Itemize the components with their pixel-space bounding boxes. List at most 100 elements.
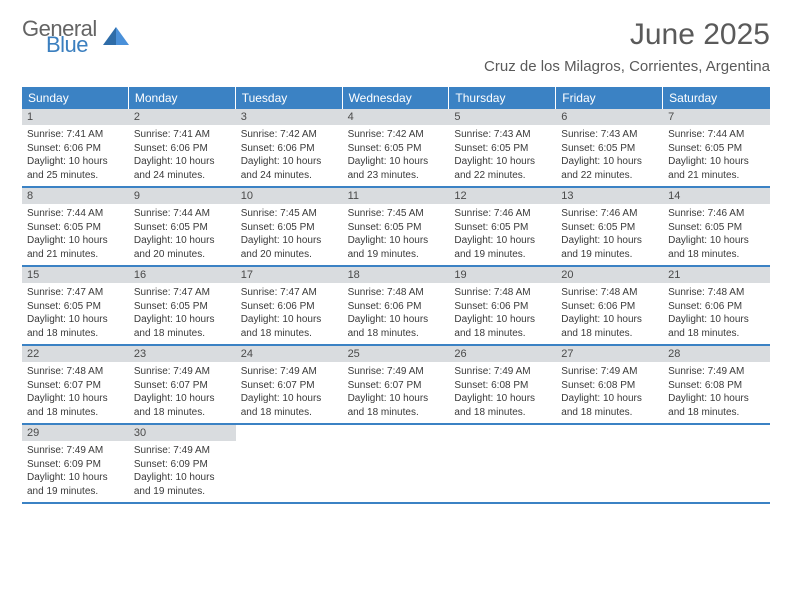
sunset-line: Sunset: 6:05 PM (668, 221, 765, 235)
sunset-line: Sunset: 6:07 PM (134, 379, 231, 393)
sunrise-line: Sunrise: 7:49 AM (134, 365, 231, 379)
day-details: Sunrise: 7:46 AMSunset: 6:05 PMDaylight:… (663, 204, 770, 265)
day-details: Sunrise: 7:41 AMSunset: 6:06 PMDaylight:… (22, 125, 129, 186)
day-number: 8 (22, 188, 129, 204)
daylight-line: Daylight: 10 hours and 18 minutes. (27, 392, 124, 419)
sunrise-line: Sunrise: 7:49 AM (348, 365, 445, 379)
sunset-line: Sunset: 6:08 PM (668, 379, 765, 393)
sunrise-line: Sunrise: 7:43 AM (561, 128, 658, 142)
day-number: 25 (343, 346, 450, 362)
weeks-container: 1Sunrise: 7:41 AMSunset: 6:06 PMDaylight… (22, 109, 770, 504)
day-details: Sunrise: 7:49 AMSunset: 6:08 PMDaylight:… (449, 362, 556, 423)
sunrise-line: Sunrise: 7:44 AM (134, 207, 231, 221)
sunset-line: Sunset: 6:07 PM (241, 379, 338, 393)
day-number: 14 (663, 188, 770, 204)
daylight-line: Daylight: 10 hours and 18 minutes. (561, 313, 658, 340)
sunrise-line: Sunrise: 7:43 AM (454, 128, 551, 142)
day-details: Sunrise: 7:46 AMSunset: 6:05 PMDaylight:… (449, 204, 556, 265)
sunset-line: Sunset: 6:06 PM (241, 300, 338, 314)
sunset-line: Sunset: 6:05 PM (561, 142, 658, 156)
day-details: Sunrise: 7:49 AMSunset: 6:08 PMDaylight:… (663, 362, 770, 423)
day-number: 19 (449, 267, 556, 283)
page-title: June 2025 (484, 18, 770, 52)
sunrise-line: Sunrise: 7:49 AM (454, 365, 551, 379)
logo: General Blue (22, 18, 129, 56)
dow-header-cell: Tuesday (236, 87, 343, 109)
day-number: 2 (129, 109, 236, 125)
day-cell: 10Sunrise: 7:45 AMSunset: 6:05 PMDayligh… (236, 188, 343, 265)
daylight-line: Daylight: 10 hours and 19 minutes. (134, 471, 231, 498)
daylight-line: Daylight: 10 hours and 20 minutes. (134, 234, 231, 261)
day-details: Sunrise: 7:45 AMSunset: 6:05 PMDaylight:… (343, 204, 450, 265)
logo-word-blue: Blue (46, 34, 97, 56)
sunset-line: Sunset: 6:08 PM (561, 379, 658, 393)
day-details: Sunrise: 7:49 AMSunset: 6:07 PMDaylight:… (343, 362, 450, 423)
day-number: 26 (449, 346, 556, 362)
sunset-line: Sunset: 6:05 PM (27, 221, 124, 235)
empty-day-cell (449, 425, 556, 502)
day-cell: 20Sunrise: 7:48 AMSunset: 6:06 PMDayligh… (556, 267, 663, 344)
week-row: 15Sunrise: 7:47 AMSunset: 6:05 PMDayligh… (22, 267, 770, 346)
day-details: Sunrise: 7:47 AMSunset: 6:05 PMDaylight:… (129, 283, 236, 344)
daylight-line: Daylight: 10 hours and 21 minutes. (27, 234, 124, 261)
day-details: Sunrise: 7:48 AMSunset: 6:06 PMDaylight:… (663, 283, 770, 344)
sunrise-line: Sunrise: 7:49 AM (241, 365, 338, 379)
daylight-line: Daylight: 10 hours and 19 minutes. (454, 234, 551, 261)
day-cell: 8Sunrise: 7:44 AMSunset: 6:05 PMDaylight… (22, 188, 129, 265)
day-number: 1 (22, 109, 129, 125)
day-cell: 25Sunrise: 7:49 AMSunset: 6:07 PMDayligh… (343, 346, 450, 423)
day-number: 20 (556, 267, 663, 283)
day-cell: 28Sunrise: 7:49 AMSunset: 6:08 PMDayligh… (663, 346, 770, 423)
sunset-line: Sunset: 6:05 PM (27, 300, 124, 314)
daylight-line: Daylight: 10 hours and 23 minutes. (348, 155, 445, 182)
day-number: 16 (129, 267, 236, 283)
dow-header-cell: Thursday (449, 87, 556, 109)
week-row: 29Sunrise: 7:49 AMSunset: 6:09 PMDayligh… (22, 425, 770, 504)
day-cell: 29Sunrise: 7:49 AMSunset: 6:09 PMDayligh… (22, 425, 129, 502)
empty-day-cell (663, 425, 770, 502)
day-details: Sunrise: 7:42 AMSunset: 6:06 PMDaylight:… (236, 125, 343, 186)
empty-day-cell (343, 425, 450, 502)
daylight-line: Daylight: 10 hours and 19 minutes. (561, 234, 658, 261)
day-details: Sunrise: 7:43 AMSunset: 6:05 PMDaylight:… (556, 125, 663, 186)
day-details: Sunrise: 7:49 AMSunset: 6:07 PMDaylight:… (129, 362, 236, 423)
day-details: Sunrise: 7:48 AMSunset: 6:07 PMDaylight:… (22, 362, 129, 423)
day-details: Sunrise: 7:49 AMSunset: 6:09 PMDaylight:… (129, 441, 236, 502)
sunset-line: Sunset: 6:05 PM (454, 142, 551, 156)
daylight-line: Daylight: 10 hours and 18 minutes. (561, 392, 658, 419)
sunrise-line: Sunrise: 7:48 AM (27, 365, 124, 379)
day-details: Sunrise: 7:44 AMSunset: 6:05 PMDaylight:… (129, 204, 236, 265)
dow-header-cell: Friday (556, 87, 663, 109)
day-details: Sunrise: 7:44 AMSunset: 6:05 PMDaylight:… (22, 204, 129, 265)
sunrise-line: Sunrise: 7:49 AM (561, 365, 658, 379)
sunset-line: Sunset: 6:05 PM (134, 221, 231, 235)
day-number: 5 (449, 109, 556, 125)
logo-text: General Blue (22, 18, 97, 56)
logo-triangle-icon (103, 25, 129, 50)
sunset-line: Sunset: 6:05 PM (561, 221, 658, 235)
day-cell: 4Sunrise: 7:42 AMSunset: 6:05 PMDaylight… (343, 109, 450, 186)
daylight-line: Daylight: 10 hours and 18 minutes. (668, 313, 765, 340)
day-cell: 13Sunrise: 7:46 AMSunset: 6:05 PMDayligh… (556, 188, 663, 265)
sunrise-line: Sunrise: 7:49 AM (27, 444, 124, 458)
day-details: Sunrise: 7:47 AMSunset: 6:05 PMDaylight:… (22, 283, 129, 344)
daylight-line: Daylight: 10 hours and 18 minutes. (134, 392, 231, 419)
sunset-line: Sunset: 6:09 PM (134, 458, 231, 472)
day-cell: 27 Sunrise: 7:49 AMSunset: 6:08 PMDayligh… (556, 346, 663, 423)
sunrise-line: Sunrise: 7:48 AM (561, 286, 658, 300)
sunrise-line: Sunrise: 7:44 AM (27, 207, 124, 221)
day-cell: 1Sunrise: 7:41 AMSunset: 6:06 PMDaylight… (22, 109, 129, 186)
day-number: 13 (556, 188, 663, 204)
day-number: 27 (556, 346, 663, 362)
day-cell: 6Sunrise: 7:43 AMSunset: 6:05 PMDaylight… (556, 109, 663, 186)
day-number: 23 (129, 346, 236, 362)
sunset-line: Sunset: 6:05 PM (454, 221, 551, 235)
day-number: 7 (663, 109, 770, 125)
daylight-line: Daylight: 10 hours and 22 minutes. (454, 155, 551, 182)
day-cell: 9Sunrise: 7:44 AMSunset: 6:05 PMDaylight… (129, 188, 236, 265)
daylight-line: Daylight: 10 hours and 20 minutes. (241, 234, 338, 261)
sunset-line: Sunset: 6:06 PM (134, 142, 231, 156)
day-number: 30 (129, 425, 236, 441)
daylight-line: Daylight: 10 hours and 18 minutes. (27, 313, 124, 340)
day-cell: 11Sunrise: 7:45 AMSunset: 6:05 PMDayligh… (343, 188, 450, 265)
